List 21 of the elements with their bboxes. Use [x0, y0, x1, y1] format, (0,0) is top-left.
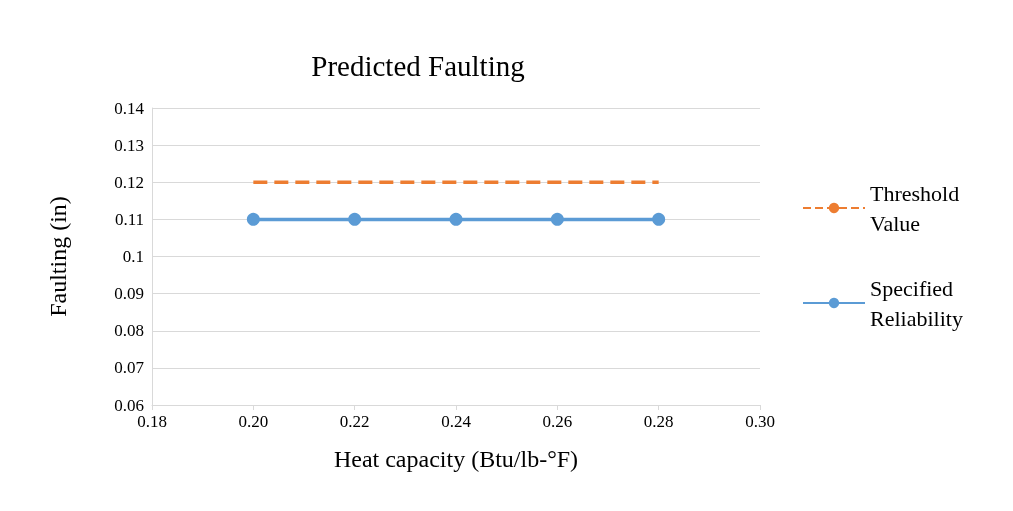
y-tick-label: 0.12 — [114, 172, 144, 192]
x-tick-label: 0.20 — [238, 412, 269, 431]
chart-title: Predicted Faulting — [311, 49, 525, 82]
y-tick-label: 0.13 — [114, 135, 144, 155]
x-tick-label: 0.24 — [441, 412, 472, 431]
legend-label: Threshold Value — [870, 180, 965, 236]
x-tick-label: 0.30 — [745, 412, 775, 431]
x-tick-label: 0.18 — [137, 412, 167, 431]
x-tick-label: 0.26 — [542, 412, 573, 431]
y-tick-label: 0.07 — [114, 358, 145, 378]
x-tick-label: 0.28 — [643, 412, 674, 431]
y-axis-title: Faulting (in) — [45, 196, 71, 317]
y-tick-label: 0.06 — [114, 395, 144, 415]
y-tick-label: 0.1 — [122, 247, 144, 266]
y-tick-label: 0.14 — [114, 98, 145, 118]
y-tick-label: 0.11 — [114, 209, 144, 229]
x-axis-title: Heat capacity (Btu/lb-°F) — [333, 446, 579, 472]
x-tick-label: 0.22 — [339, 412, 370, 431]
y-tick-label: 0.08 — [114, 321, 144, 341]
legend-label: Specified Reliability — [870, 275, 963, 331]
y-tick-label: 0.09 — [114, 284, 144, 304]
